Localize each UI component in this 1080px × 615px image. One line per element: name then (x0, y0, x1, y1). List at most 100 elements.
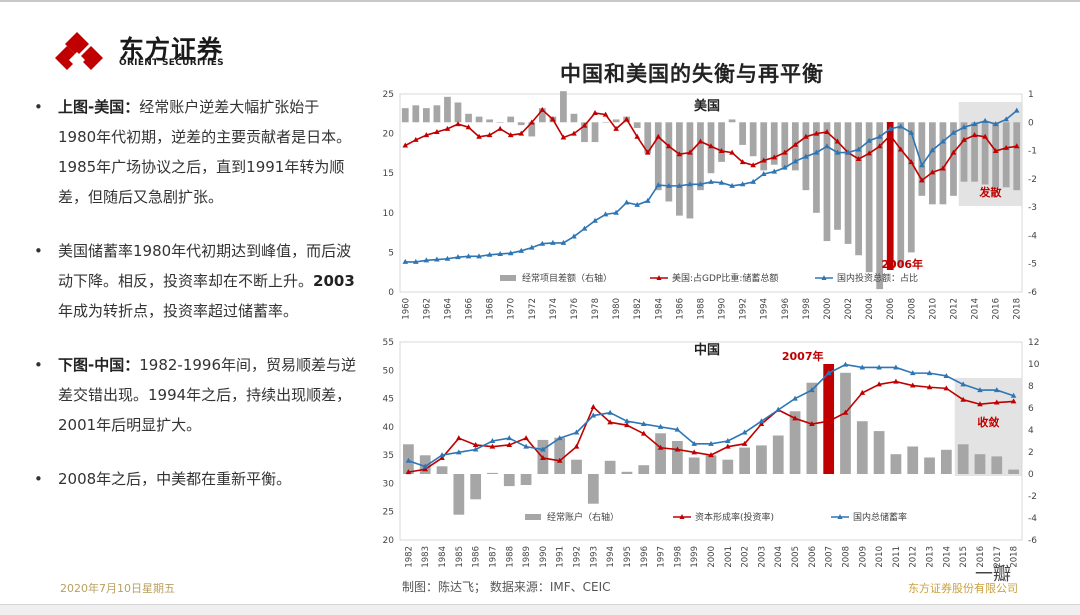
bar (876, 122, 884, 290)
series-marker (507, 250, 514, 256)
series-marker (405, 457, 412, 463)
legend-marker (837, 514, 843, 519)
logo-text-en: ORIENT SECURITIES (119, 58, 224, 68)
series-marker (518, 130, 525, 136)
left-tick-label: 20 (383, 130, 395, 140)
series-marker (592, 217, 598, 223)
right-tick-label: 10 (1028, 360, 1040, 370)
series-marker (943, 385, 950, 391)
x-tick-label: 2002 (741, 546, 751, 568)
x-tick-label: 1990 (539, 546, 549, 568)
bar (444, 96, 451, 123)
series-marker (634, 201, 641, 207)
right-tick-label: 2 (1028, 448, 1034, 458)
x-tick-label: 1997 (657, 546, 667, 568)
x-tick-label: 2007 (825, 546, 835, 568)
highlight-label: 2007年 (782, 349, 824, 363)
left-tick-label: 40 (383, 423, 395, 433)
x-tick-label: 2008 (841, 546, 851, 568)
x-tick-label: 1992 (573, 546, 583, 568)
series-marker (655, 133, 662, 139)
bullet-dot-icon: • (34, 356, 43, 374)
series-marker (455, 121, 461, 127)
bar (957, 444, 969, 474)
series-marker (644, 197, 651, 203)
series-marker (623, 116, 630, 122)
x-tick-label: 1986 (675, 298, 685, 320)
x-tick-label: 1984 (654, 298, 664, 320)
series-marker (909, 382, 916, 388)
series-marker (571, 130, 577, 136)
series-marker (657, 423, 664, 429)
series-marker (423, 257, 430, 263)
series-marker (540, 446, 546, 452)
series-marker (1010, 392, 1017, 398)
bar (739, 122, 747, 145)
bullet-item: • 上图-美国：经常账户逆差大幅扩张始于1980年代初期，逆差的主要贡献者是日本。… (34, 92, 356, 212)
bar (686, 122, 694, 219)
bar (718, 122, 725, 162)
x-tick-label: 1996 (781, 298, 791, 320)
x-tick-label: 1982 (633, 298, 643, 320)
series-marker (413, 136, 419, 142)
bar (739, 447, 751, 474)
series-marker (581, 225, 588, 231)
left-tick-label: 25 (383, 508, 394, 518)
series-marker (405, 469, 412, 475)
series-marker (876, 364, 882, 370)
series-marker (855, 155, 862, 161)
series-marker (539, 106, 546, 112)
series-marker (624, 418, 630, 424)
x-tick-label: 1974 (549, 298, 559, 320)
bar (813, 122, 820, 213)
series-marker (455, 254, 461, 260)
bullet-dot-icon: • (34, 470, 43, 488)
bar (688, 457, 700, 474)
series-marker (402, 142, 409, 148)
series-marker (687, 149, 693, 155)
x-tick-label: 1964 (443, 298, 453, 320)
series-marker (613, 125, 619, 131)
series-marker (444, 125, 451, 131)
series-marker (607, 409, 613, 415)
series-marker (674, 446, 681, 452)
series-marker (506, 441, 513, 447)
series-marker (845, 149, 851, 155)
x-tick-label: 2018 (1010, 546, 1020, 568)
series-marker (760, 157, 767, 163)
x-tick-label: 1988 (505, 546, 515, 568)
shade-label: 收敛 (977, 415, 999, 429)
footer-company: 东方证券股份有限公司 (908, 582, 1018, 595)
bar (890, 454, 902, 474)
series-marker (792, 395, 798, 401)
bar (602, 122, 609, 123)
company-logo: 东方证券 ORIENT SECURITIES (55, 30, 265, 74)
series-marker (573, 429, 580, 435)
chart-title: 中国和美国的失衡与再平衡 (560, 62, 824, 86)
bullet-bold: 2003 (313, 272, 355, 290)
series-marker (813, 130, 820, 136)
bar (454, 102, 462, 123)
panel-title: 美国 (694, 98, 720, 114)
x-tick-label: 2010 (875, 546, 885, 568)
x-tick-label: 1983 (421, 546, 431, 568)
series-marker (472, 441, 479, 447)
series-marker (909, 370, 916, 376)
series-marker (908, 129, 915, 135)
legend-label: 国内投资总额：占比 (837, 272, 918, 284)
highlight-label: 2006年 (881, 257, 923, 271)
bar (897, 122, 905, 267)
left-tick-label: 45 (383, 395, 394, 405)
series-marker (560, 239, 567, 245)
legend-swatch (525, 514, 541, 520)
series-marker (691, 440, 697, 446)
bullet-dot-icon: • (34, 98, 43, 116)
series-marker (1010, 398, 1017, 404)
series-marker (476, 253, 482, 259)
series-marker (708, 178, 714, 184)
x-tick-label: 2018 (1013, 298, 1023, 320)
bar (433, 105, 441, 123)
series-marker (729, 182, 735, 188)
series-marker (893, 378, 899, 384)
bar (1008, 469, 1019, 474)
